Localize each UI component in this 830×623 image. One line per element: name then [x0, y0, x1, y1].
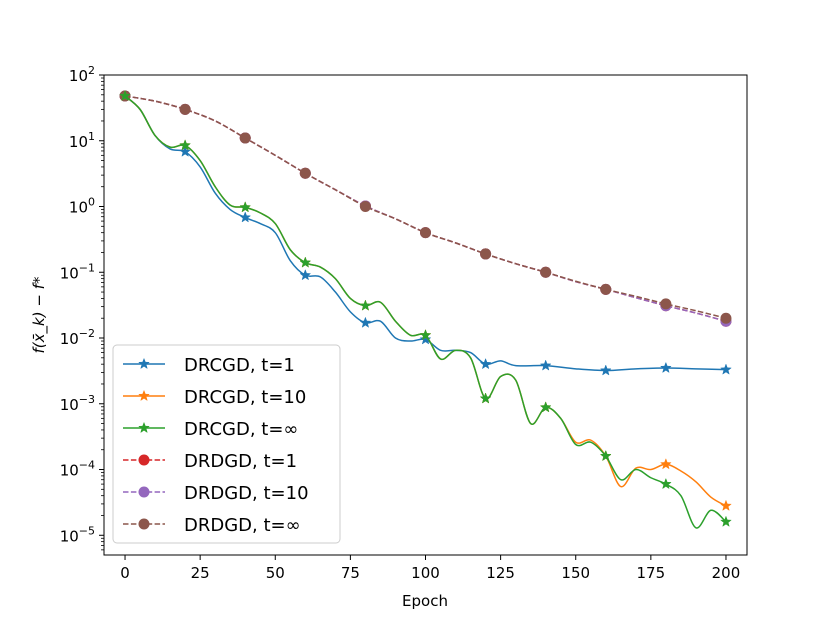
x-tick-label: 75: [341, 564, 360, 582]
y-tick-label: 10−1: [60, 261, 95, 282]
data-point: [299, 256, 312, 268]
data-point: [179, 145, 192, 157]
legend-item: DRDGD, t=∞: [123, 515, 301, 536]
series-5: [119, 90, 732, 324]
legend-label: DRCGD, t=1: [184, 355, 295, 376]
data-point: [299, 269, 312, 281]
data-point: [659, 477, 672, 490]
data-point: [599, 449, 612, 462]
y-axis-ticks: 10−5 10−4 10−3 10−2 10−1 100 101 102: [60, 64, 104, 551]
y-tick-label: 101: [69, 130, 95, 151]
legend-marker: [138, 389, 150, 402]
data-point: [239, 201, 252, 213]
data-point: [480, 248, 492, 260]
y-axis-label: f(x̄_k) − f*: [30, 276, 49, 353]
legend-label: DRDGD, t=1: [184, 451, 297, 472]
data-point: [599, 364, 612, 376]
data-point: [359, 316, 372, 328]
data-point: [419, 333, 432, 345]
legend-item: DRDGD, t=1: [123, 451, 297, 472]
data-point: [659, 361, 672, 374]
data-point: [720, 515, 732, 527]
series-line: [124, 95, 726, 372]
data-point: [179, 103, 191, 115]
y-tick-label: 102: [69, 64, 95, 85]
data-point: [479, 357, 492, 370]
legend-item: DRDGD, t=10: [123, 483, 309, 504]
x-axis-ticks: 0 25 50 75 100 125 150 175 200: [120, 555, 740, 582]
legend-label: DRDGD, t=10: [184, 483, 309, 504]
data-point: [720, 499, 732, 511]
legend-marker: [138, 486, 150, 498]
x-tick-label: 50: [266, 564, 285, 582]
legend-item: DRCGD, t=∞: [123, 419, 298, 440]
legend-item: DRCGD, t=10: [123, 387, 306, 408]
legend-marker: [138, 421, 150, 434]
data-point: [359, 299, 372, 311]
legend-marker: [138, 454, 150, 466]
data-point: [359, 201, 371, 213]
legend-label: DRDGD, t=∞: [184, 515, 301, 536]
x-tick-label: 25: [191, 564, 210, 582]
data-point: [540, 266, 552, 278]
y-tick-label: 100: [69, 196, 95, 217]
legend: DRCGD, t=1 DRCGD, t=10 DRCGD, t=∞ DRDGD, t=…: [112, 344, 341, 544]
data-point: [119, 89, 131, 101]
x-tick-label: 175: [637, 564, 666, 582]
data-point: [720, 312, 732, 324]
data-point: [720, 363, 732, 375]
legend-label: DRCGD, t=∞: [184, 419, 298, 440]
x-tick-label: 200: [712, 564, 741, 582]
series-layer: [119, 89, 732, 529]
x-tick-label: 100: [411, 564, 440, 582]
y-tick-label: 10−5: [60, 524, 95, 545]
x-tick-label: 150: [561, 564, 590, 582]
y-tick-label: 10−2: [60, 327, 95, 348]
data-point: [600, 283, 612, 295]
data-point: [539, 359, 552, 371]
data-point: [299, 167, 311, 179]
series-2: [119, 89, 732, 529]
x-tick-label: 125: [486, 564, 515, 582]
data-point: [239, 211, 252, 223]
y-tick-label: 10−3: [60, 393, 95, 414]
data-point: [239, 132, 251, 144]
data-point: [419, 329, 432, 341]
data-point: [179, 139, 192, 151]
data-point: [420, 227, 431, 239]
legend-label: DRCGD, t=10: [184, 387, 306, 408]
data-point: [479, 392, 492, 404]
y-tick-label: 10−4: [60, 459, 95, 480]
x-tick-label: 0: [120, 564, 130, 582]
data-point: [659, 458, 672, 470]
legend-marker: [138, 357, 150, 370]
legend-marker: [138, 518, 150, 530]
data-point: [539, 401, 552, 413]
x-axis-label: Epoch: [402, 592, 448, 610]
legend-frame: [112, 344, 341, 544]
legend-item: DRCGD, t=1: [123, 355, 295, 376]
data-point: [660, 298, 672, 310]
